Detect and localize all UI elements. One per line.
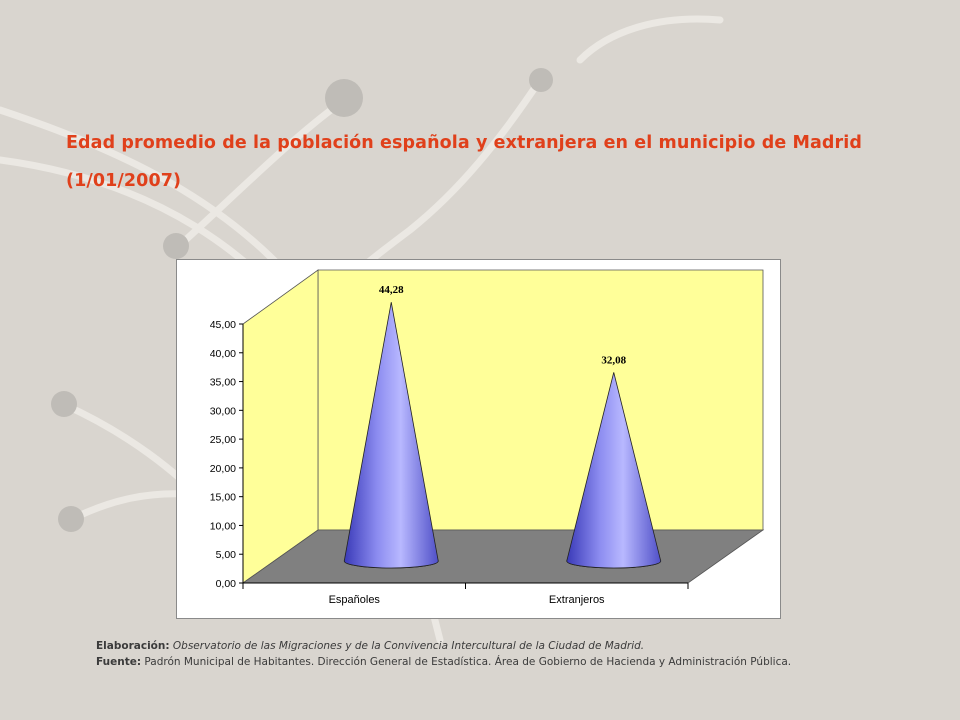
credits-source: Fuente: Padrón Municipal de Habitantes. … <box>96 654 946 670</box>
y-tick-label: 30,00 <box>210 405 236 417</box>
elaboration-text: Observatorio de las Migraciones y de la … <box>172 640 645 652</box>
data-label: 44,28 <box>379 284 404 296</box>
y-tick-label: 40,00 <box>210 348 236 360</box>
elaboration-label: Elaboración: <box>96 640 170 652</box>
y-tick-label: 0,00 <box>216 578 237 590</box>
y-tick-label: 25,00 <box>210 434 236 446</box>
title-line-2: (1/01/2007) <box>66 171 182 191</box>
x-category-label: Extranjeros <box>549 594 605 606</box>
cone-body <box>566 372 662 569</box>
cone-bar <box>343 302 439 569</box>
chart-container: 0,00 5,00 10,00 15,00 20,00 25,00 30,00 35,00 40… <box>176 259 781 619</box>
title-line-1: Edad promedio de la población española y… <box>66 133 863 153</box>
y-tick-label: 35,00 <box>210 377 236 389</box>
source-label: Fuente: <box>96 656 142 668</box>
y-tick-label: 15,00 <box>210 492 236 504</box>
cone-body <box>343 302 439 569</box>
y-tick-label: 5,00 <box>216 549 237 561</box>
credits-elaboration: Elaboración: Observatorio de las Migraci… <box>96 638 946 654</box>
page-title: Edad promedio de la población española y… <box>66 124 926 200</box>
x-category-label: Españoles <box>329 594 381 606</box>
data-label: 32,08 <box>601 354 626 366</box>
chart-side-wall <box>242 269 319 584</box>
cone-chart: 0,00 5,00 10,00 15,00 20,00 25,00 30,00 35,00 40… <box>210 269 765 606</box>
source-text: Padrón Municipal de Habitantes. Direcció… <box>144 656 792 668</box>
y-tick-label: 20,00 <box>210 463 236 475</box>
chart-floor <box>241 529 765 584</box>
credits: Elaboración: Observatorio de las Migraci… <box>96 638 946 670</box>
y-tick-label: 45,00 <box>210 319 236 331</box>
y-tick-label: 10,00 <box>210 520 236 532</box>
cone-bar <box>566 372 662 569</box>
